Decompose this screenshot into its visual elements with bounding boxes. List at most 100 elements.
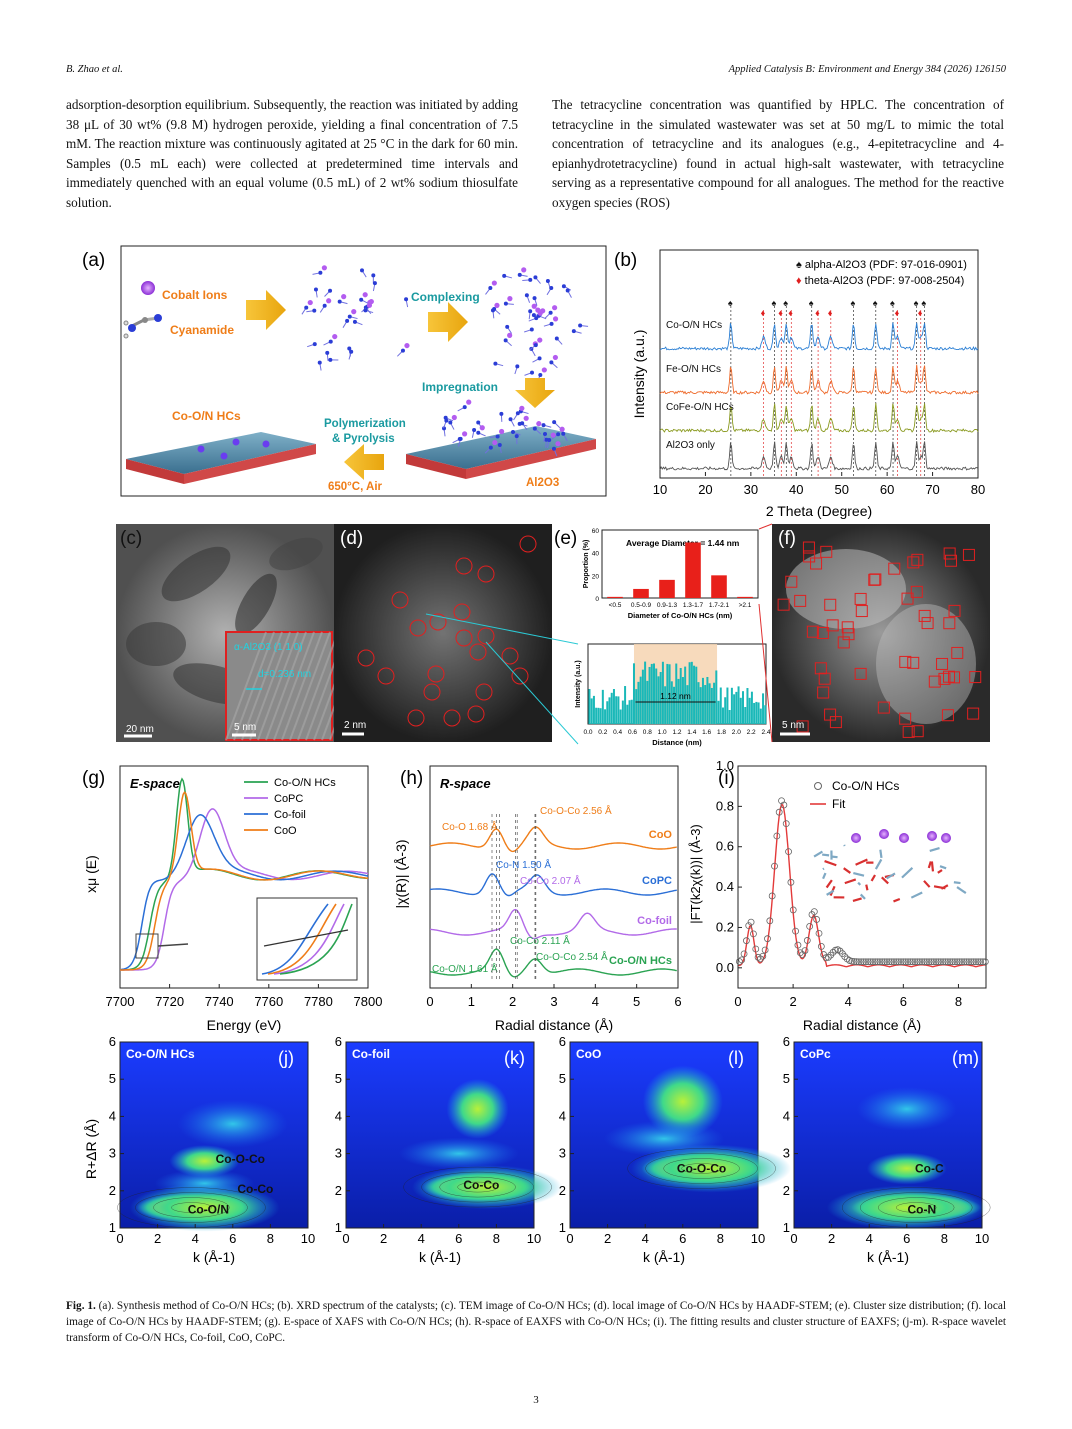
- running-head-journal: Applied Catalysis B: Environment and Ene…: [728, 64, 1006, 75]
- fit-data-point: [855, 958, 863, 966]
- fit-data-point: [806, 923, 814, 930]
- svg-text:♦: ♦: [761, 308, 766, 318]
- svg-text:8: 8: [267, 1231, 274, 1246]
- rspace-y-label: |χ(R)| (Å-3): [393, 839, 409, 908]
- xrd-series-label: Al2O3 only: [666, 440, 715, 451]
- caption-text: (a). Synthesis method of Co-O/N HCs; (b)…: [66, 1300, 1006, 1344]
- svg-text:10: 10: [653, 482, 667, 497]
- size-distribution-chart: Average Diameter = 1.44 nm <0.5 0.5-0.9 0.9…: [583, 528, 759, 620]
- fit-data-point: [918, 958, 926, 966]
- xrd-plot-frame: [659, 249, 979, 479]
- cobalt-ion-sphere: [141, 281, 155, 295]
- rspace-annotation: Co-Co 2.07 Å: [520, 874, 581, 887]
- fit-data-point: [930, 958, 938, 966]
- fit-data-point: [862, 958, 870, 966]
- svg-text:1: 1: [109, 1220, 116, 1235]
- xrd-series-label: CoFe-O/N HCs: [666, 402, 734, 413]
- fit-data-point: [792, 927, 799, 935]
- svg-text:60: 60: [880, 482, 894, 497]
- svg-text:♦: ♦: [778, 308, 783, 318]
- fit-data-point: [787, 878, 795, 886]
- svg-text:7720: 7720: [155, 994, 184, 1009]
- fit-data-point: [759, 952, 767, 960]
- fit-data-point: [906, 958, 914, 966]
- svg-text:70: 70: [925, 482, 939, 497]
- fit-data-point: [785, 848, 792, 856]
- svg-text:2.4: 2.4: [761, 729, 770, 736]
- size-bar-label: 0.9-1.3: [657, 602, 678, 609]
- svg-text:0.2: 0.2: [598, 729, 607, 736]
- condition-label: 650°C, Air: [328, 481, 383, 493]
- svg-text:6: 6: [455, 1231, 462, 1246]
- arrow-down: [515, 378, 555, 408]
- fit-data-point: [801, 947, 809, 954]
- wavelet-x-label: k (Å-1): [419, 1249, 461, 1265]
- panel-b: (b) ♠ alpha-Al2O3 (PDF: 97-016-0901) ♦ t…: [614, 249, 985, 519]
- fit-data-point: [745, 922, 753, 930]
- rspace-title: R-space: [440, 776, 491, 791]
- fit-data-point: [953, 958, 961, 966]
- xrd-y-label: Intensity (a.u.): [631, 330, 647, 419]
- svg-text:40: 40: [592, 551, 600, 558]
- espace-legend-entry: CoPC: [274, 793, 303, 805]
- panel-e-tag: (e): [554, 528, 577, 549]
- svg-text:0: 0: [566, 1231, 573, 1246]
- wavelet-panel-tag: (j): [278, 1048, 294, 1068]
- espace-title: E-space: [130, 776, 180, 791]
- svg-text:4: 4: [866, 1231, 873, 1246]
- fit-data-point: [747, 918, 755, 926]
- svg-text:♠: ♠: [851, 298, 856, 308]
- fit-data-point: [768, 892, 776, 900]
- fit-data-point: [981, 958, 989, 966]
- svg-text:8: 8: [493, 1231, 500, 1246]
- svg-text:3: 3: [559, 1146, 566, 1161]
- svg-text:4: 4: [335, 1108, 342, 1123]
- fit-data-point: [750, 930, 757, 938]
- fit-data-point: [761, 946, 769, 954]
- fit-data-point: [897, 958, 905, 966]
- svg-text:1.4: 1.4: [687, 729, 696, 736]
- fit-data-point: [869, 958, 877, 966]
- svg-text:2: 2: [154, 1231, 161, 1246]
- svg-text:2: 2: [789, 994, 796, 1009]
- svg-text:0: 0: [342, 1231, 349, 1246]
- svg-text:Average Diameter = 1.44 nm: Average Diameter = 1.44 nm: [626, 538, 740, 548]
- svg-text:5: 5: [109, 1071, 116, 1086]
- fit-data-point: [848, 957, 856, 965]
- svg-text:20: 20: [592, 573, 600, 580]
- wavelet-panel-tag: (l): [728, 1048, 744, 1068]
- svg-text:1.12 nm: 1.12 nm: [660, 691, 691, 701]
- figure-1: (a) Cobalt Ions Cyanamide Complexing Imp…: [66, 244, 1006, 1282]
- fit-data-point: [773, 832, 781, 840]
- fit-data-point: [743, 937, 750, 945]
- svg-text:7760: 7760: [254, 994, 283, 1009]
- fit-data-point: [782, 820, 790, 828]
- svg-text:4: 4: [559, 1108, 566, 1123]
- fit-data-point: [874, 958, 881, 966]
- svg-text:1: 1: [559, 1220, 566, 1235]
- svg-text:30: 30: [744, 482, 758, 497]
- intensity-profile-chart: 1.12 nm 0.0 0.2 0.4 0.6 0.8 1.0 1.2 1.4 1.6 1.8 2.0…: [575, 643, 771, 747]
- svg-text:60: 60: [592, 528, 600, 535]
- svg-text:8: 8: [717, 1231, 724, 1246]
- fit-data-point: [949, 958, 956, 966]
- size-bar-label: 1.7-2.1: [709, 602, 730, 609]
- panel-d: (d) 2 nm: [334, 524, 579, 745]
- wavelet-panel-name: Co-foil: [352, 1047, 390, 1061]
- cluster-markers-f: [777, 541, 982, 738]
- panel-f-scale-label: 5 nm: [782, 720, 804, 731]
- fit-data-point: [972, 958, 980, 966]
- rspace-annotation: Co-O-Co 2.56 Å: [540, 804, 612, 817]
- fit-data-point: [789, 906, 797, 914]
- svg-text:0: 0: [426, 994, 433, 1009]
- fit-data-point: [928, 958, 935, 966]
- svg-text:10: 10: [751, 1231, 765, 1246]
- rspace-annotation: Co-O-Co 2.54 Å: [536, 950, 608, 963]
- caption-label: Fig. 1.: [66, 1300, 96, 1312]
- svg-text:1: 1: [335, 1220, 342, 1235]
- svg-text:5: 5: [783, 1071, 790, 1086]
- svg-text:50: 50: [834, 482, 848, 497]
- svg-text:1.2: 1.2: [672, 729, 681, 736]
